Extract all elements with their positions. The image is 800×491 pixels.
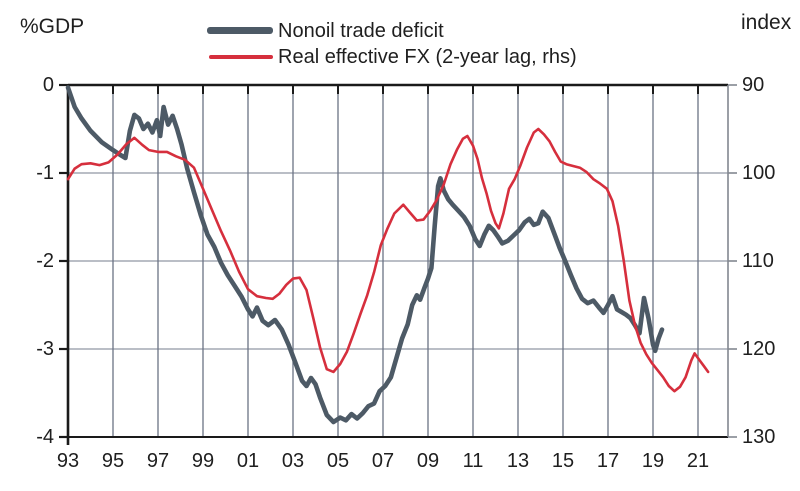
left-tick-label: -4 (36, 426, 54, 448)
series-line-deficit (65, 85, 665, 425)
x-tick-label: 97 (146, 450, 170, 472)
left-tick-label: -1 (36, 162, 54, 184)
x-tick-label: 99 (191, 450, 215, 472)
right-tick-label: 110 (742, 250, 774, 272)
x-tick-label: 21 (686, 450, 710, 472)
right-tick-label: 120 (742, 338, 776, 360)
x-tick-label: 03 (281, 450, 305, 472)
left-tick-label: 0 (42, 74, 54, 96)
x-tick-label: 93 (56, 450, 80, 472)
x-tick-label: 11 (462, 450, 484, 472)
x-tick-label: 15 (551, 450, 575, 472)
legend-line-deficit (207, 27, 273, 34)
x-tick-label: 17 (596, 450, 620, 472)
left-tick-label: -3 (36, 338, 54, 360)
x-tick-label: 09 (416, 450, 440, 472)
legend-line-fx (209, 55, 273, 59)
x-tick-label: 07 (371, 450, 395, 472)
x-tick-label: 05 (326, 450, 350, 472)
right-axis-title: index (741, 11, 792, 34)
right-tick-label: 130 (742, 426, 776, 448)
legend-label-deficit: Nonoil trade deficit (278, 20, 444, 42)
right-tick-label: 90 (742, 74, 765, 96)
x-tick-label: 19 (641, 450, 665, 472)
left-axis-title: %GDP (20, 15, 85, 38)
x-tick-label: 13 (506, 450, 530, 472)
x-tick-label: 01 (236, 450, 260, 472)
legend-label-fx: Real effective FX (2-year lag, rhs) (278, 46, 577, 68)
series-line-fx (66, 127, 710, 393)
right-tick-label: 100 (742, 162, 776, 184)
left-tick-label: -2 (36, 250, 54, 272)
x-tick-label: 95 (101, 450, 125, 472)
